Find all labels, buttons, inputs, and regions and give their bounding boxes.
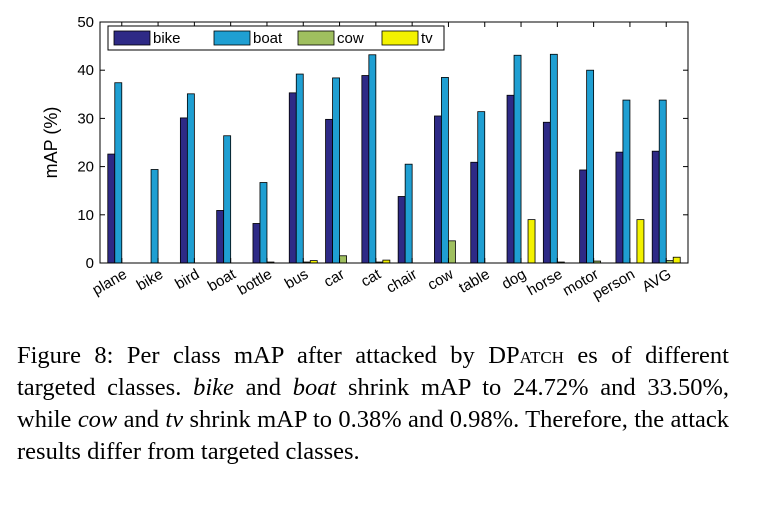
bar-tv-AVG — [672, 256, 681, 264]
bar-bike-cow — [434, 115, 442, 264]
legend: bike boat cow tv — [107, 25, 445, 51]
legend-swatch-tv — [381, 30, 419, 46]
bar-bike-chair — [397, 196, 406, 264]
caption-boat-word: boat — [292, 374, 337, 401]
caption-text-1: es of different targeted classes. — [17, 342, 729, 401]
bars-group — [107, 53, 681, 264]
x-tick-label: cat — [358, 265, 385, 290]
caption-label: Figure 8: Per class mAP after attacked b… — [17, 342, 506, 369]
legend-label-tv: tv — [421, 30, 433, 47]
caption-and: and — [233, 374, 293, 401]
x-tick-label: dog — [499, 266, 529, 293]
y-tick-label: 20 — [77, 159, 94, 176]
x-tick-label: table — [456, 266, 493, 297]
bar-bike-dog — [506, 94, 515, 264]
legend-swatch-cow — [297, 30, 335, 46]
bar-bike-cat — [361, 75, 370, 264]
y-tick-label: 50 — [77, 14, 94, 31]
bar-boat-plane — [114, 82, 123, 264]
bar-boat-cow — [441, 77, 449, 264]
bar-bike-bottle — [252, 223, 261, 264]
bar-boat-bottle — [259, 182, 268, 264]
x-tick-label: boat — [205, 265, 240, 295]
x-tick-label: bird — [172, 266, 202, 293]
y-axis: 0 10 20 30 40 50 — [77, 14, 688, 272]
bar-boat-table — [477, 111, 486, 264]
bar-bike-bus — [288, 92, 297, 264]
caption-patch-word: Patch — [505, 342, 564, 369]
bar-boat-bike — [150, 169, 159, 264]
y-tick-label: 30 — [77, 110, 94, 127]
bar-boat-chair — [404, 163, 413, 264]
bar-boat-car — [332, 77, 340, 264]
x-tick-label: plane — [90, 266, 130, 299]
legend-label-bike: bike — [153, 30, 181, 47]
x-tick-label: bus — [282, 266, 311, 293]
bar-tv-dog — [527, 219, 536, 264]
caption-bike-word: bike — [193, 374, 234, 401]
bar-boat-person — [622, 99, 631, 264]
bar-cow-cow — [448, 240, 456, 264]
legend-swatch-bike — [113, 30, 151, 46]
bar-boat-AVG — [658, 99, 667, 264]
caption-text-3: shrink mAP to 0.38% and 0.98%. Therefore… — [17, 406, 730, 465]
caption-and-2: and — [117, 406, 166, 433]
caption-cow-word: cow — [77, 406, 118, 433]
bar-bike-car — [325, 118, 333, 264]
y-tick-label: 40 — [77, 62, 94, 79]
y-tick-label: 10 — [77, 207, 94, 224]
legend-label-boat: boat — [253, 30, 283, 47]
caption-tv-word: tv — [165, 406, 184, 433]
x-tick-label: chair — [383, 266, 420, 297]
x-tick-label: AVG — [639, 266, 674, 296]
bar-boat-horse — [549, 53, 558, 264]
bar-boat-bus — [295, 73, 304, 264]
bar-bike-boat — [216, 210, 225, 264]
x-tick-label: bike — [134, 266, 166, 294]
x-tick-label: car — [321, 266, 348, 291]
bar-boat-bird — [186, 93, 195, 264]
bar-boat-boat — [223, 135, 232, 264]
bar-bike-plane — [107, 153, 116, 264]
caption-text-2: shrink mAP to 24.72% and 33.50%, while — [17, 374, 730, 433]
legend-label-cow: cow — [337, 30, 364, 47]
bar-tv-person — [636, 219, 645, 264]
y-axis-label: mAP (%) — [41, 107, 61, 179]
bar-bike-horse — [542, 121, 551, 264]
legend-swatch-boat — [213, 30, 251, 46]
bar-cow-car — [339, 255, 347, 264]
bar-bike-AVG — [651, 150, 660, 264]
x-tick-label: horse — [524, 266, 565, 299]
x-tick-label: cow — [425, 266, 457, 294]
x-tick-label: person — [590, 266, 638, 304]
bar-boat-motor — [586, 69, 595, 264]
y-tick-label: 0 — [86, 255, 94, 272]
bar-boat-dog — [513, 54, 522, 264]
bar-boat-cat — [368, 54, 377, 264]
bar-bike-bird — [179, 117, 188, 264]
figure-caption: Figure 8: Per class mAP after attacked b… — [17, 340, 729, 468]
x-tick-label: bottle — [235, 266, 275, 299]
bar-bike-table — [470, 161, 479, 264]
bar-bike-person — [615, 151, 624, 264]
plot-frame — [99, 21, 689, 264]
bar-bike-motor — [579, 169, 588, 264]
